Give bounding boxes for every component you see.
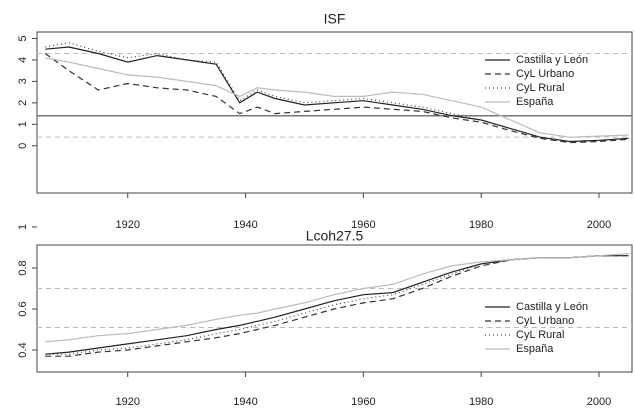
y-tick-label: 2 bbox=[17, 100, 29, 106]
x-tick-label: 1940 bbox=[233, 396, 257, 408]
chart-title: Lcoh27.5 bbox=[306, 228, 364, 244]
legend-label: CyL Rural bbox=[516, 82, 565, 94]
x-tick-label: 1960 bbox=[351, 396, 375, 408]
y-tick-label: 0.4 bbox=[17, 342, 29, 357]
series-line bbox=[45, 57, 629, 138]
series-line bbox=[45, 46, 629, 143]
y-tick-label: 0.6 bbox=[17, 301, 29, 316]
x-tick-label: 1960 bbox=[351, 219, 375, 231]
y-tick-label: 0.8 bbox=[17, 260, 29, 275]
legend-label: CyL Rural bbox=[516, 329, 565, 341]
y-tick-label: 4 bbox=[17, 57, 29, 63]
y-tick-label: 5 bbox=[17, 35, 29, 41]
legend-label: Castilla y León bbox=[516, 54, 588, 66]
y-tick-label: 1 bbox=[17, 224, 29, 230]
x-tick-label: 1920 bbox=[115, 219, 139, 231]
x-tick-label: 1920 bbox=[115, 396, 139, 408]
x-tick-label: 1980 bbox=[469, 396, 493, 408]
legend-label: CyL Urbano bbox=[516, 68, 574, 80]
x-tick-label: 1980 bbox=[469, 219, 493, 231]
legend-label: España bbox=[516, 96, 554, 108]
y-tick-label: 3 bbox=[17, 78, 29, 84]
legend-label: Castilla y León bbox=[516, 301, 588, 313]
chart-title: ISF bbox=[324, 11, 346, 27]
plot-frame bbox=[36, 244, 633, 373]
series-line bbox=[44, 53, 629, 144]
x-tick-label: 1940 bbox=[233, 219, 257, 231]
legend-label: España bbox=[516, 343, 554, 355]
y-tick-label: 1 bbox=[17, 121, 29, 127]
legend-label: CyL Urbano bbox=[516, 315, 574, 327]
plot-frame bbox=[36, 31, 633, 194]
series-line bbox=[45, 253, 629, 343]
x-tick-label: 2000 bbox=[587, 219, 611, 231]
x-tick-label: 2000 bbox=[587, 396, 611, 408]
y-tick-label: 0 bbox=[17, 143, 29, 149]
